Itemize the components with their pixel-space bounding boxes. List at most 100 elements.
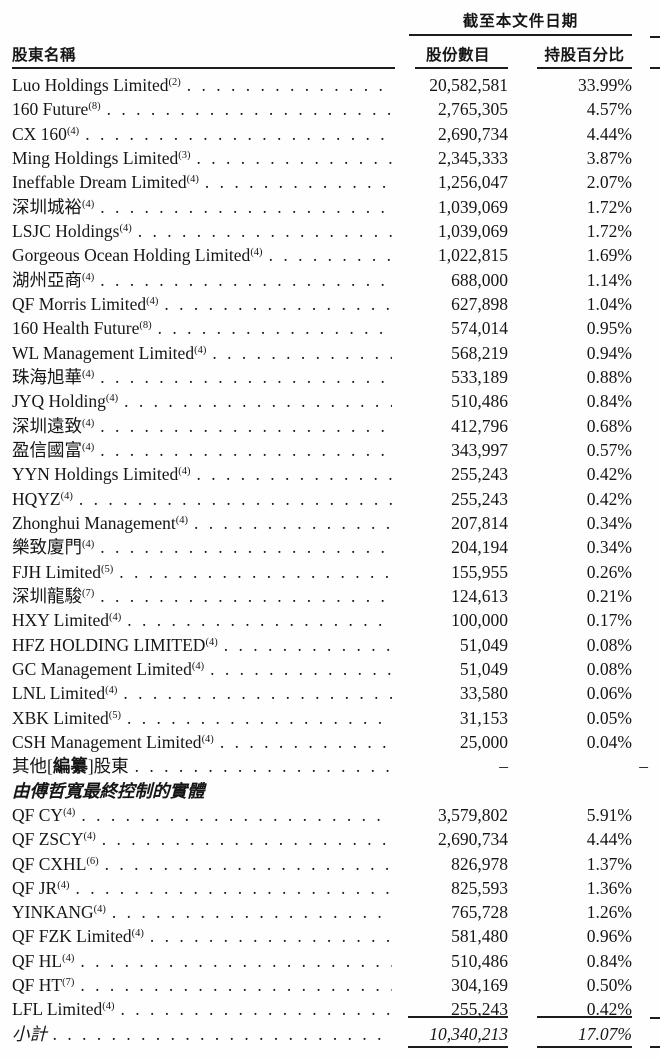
shareholder-name: Gorgeous Ocean Holding Limited(4) [12,245,263,266]
shareholder-name-cell: LNL Limited(4) [12,681,395,705]
dot-leader [100,414,392,438]
footnote-reference: (4) [102,1001,115,1013]
percentage-value-cell: 0.42% [586,488,632,509]
table-row: QF HT(7) 304,169 0.50% [12,973,632,997]
percentage-value-cell: 1.26% [586,902,632,923]
percentage-value-cell: 17.07% [578,1023,632,1044]
percentage-value-cell: 1.72% [586,196,632,217]
percentage-value-cell: 0.42% [586,464,632,485]
shares-value-cell: 100,000 [451,610,508,631]
shareholder-name-cell: 深圳遠致(4) [12,414,395,438]
table-row: QF JR(4) 825,593 1.36% [12,876,632,900]
table-row: LSJC Holdings(4) 1,039,069 1.72% [12,219,632,243]
footnote-reference: (7) [62,977,75,989]
shares-value-cell: 255,243 [451,464,508,485]
column-header-shareholding-percentage: 持股百分比 [544,47,625,64]
shareholder-name-cell: QF HT(7) [12,973,395,997]
footnote-reference: (5) [108,709,121,721]
percentage-value-cell: 0.68% [586,415,632,436]
shareholder-name-cell: 160 Health Future(8) [12,316,395,340]
name-segment: ]股東 [87,756,129,777]
table-row: WL Management Limited(4) 568,219 0.94% [12,341,632,365]
shareholder-name-cell: CSH Management Limited(4) [12,730,395,754]
dot-leader [197,146,393,170]
percentage-value-cell: 0.34% [586,512,632,533]
shares-value-cell: 2,345,333 [438,147,508,168]
shareholder-name: 樂致廈門(4) [12,537,95,558]
dot-leader [127,706,392,730]
table-row: YINKANG(4) 765,728 1.26% [12,900,632,924]
shareholder-name: 深圳城裕(4) [12,196,95,217]
table-row: HQYZ(4) 255,243 0.42% [12,487,632,511]
shares-value-cell: 207,814 [451,512,508,533]
shareholder-name-cell: 小計 [12,1022,395,1046]
shareholder-name-cell: QF JR(4) [12,876,395,900]
shareholder-name: Ming Holdings Limited(3) [12,147,191,168]
shareholder-name-cell: QF HL(4) [12,949,395,973]
dot-leader [100,584,392,608]
shareholder-name: HFZ HOLDING LIMITED(4) [12,634,218,655]
shareholder-name-cell: LFL Limited(4) [12,997,395,1021]
shares-value-cell: 581,480 [451,926,508,947]
shareholder-name: 由傅哲寬最終控制的實體 [12,780,205,801]
shareholder-name: 深圳遠致(4) [12,415,95,436]
subtotal-row: 小計 10,340,213 17.07% [12,1022,632,1046]
shareholder-name: GC Management Limited(4) [12,658,205,679]
dot-leader [212,341,392,365]
percentage-value-cell: 2.07% [586,172,632,193]
table-row: 160 Future(8) 2,765,305 4.57% [12,97,632,121]
table-body: Luo Holdings Limited(2)20,582,58133.99%1… [12,73,648,1046]
shares-value-cell: 1,022,815 [438,245,508,266]
footnote-reference: (5) [100,563,114,575]
shareholder-name: HQYZ(4) [12,488,73,509]
shareholder-name-cell: Gorgeous Ocean Holding Limited(4) [12,243,395,267]
table-row: GC Management Limited(4) 51,049 0.08% [12,657,632,681]
name-column-underline [12,67,395,69]
dot-leader [158,316,392,340]
section-header-row: 由傅哲寬最終控制的實體 [12,779,632,803]
footnote-reference: (4) [201,733,214,745]
table-row: 深圳城裕(4) 1,039,069 1.72% [12,195,632,219]
footnote-reference: (4) [250,247,263,259]
dot-leader [75,876,392,900]
shareholder-name: QF CXHL(6) [12,853,99,874]
shareholder-name: YYN Holdings Limited(4) [12,464,191,485]
footnote-reference: (4) [62,952,75,964]
shareholder-name: HXY Limited(4) [12,610,122,631]
shares-value-cell: 155,955 [451,561,508,582]
percentage-value-cell: 0.84% [586,391,632,412]
shareholder-name: 珠海旭華(4) [12,366,95,387]
footnote-reference: (4) [82,441,95,453]
percentage-value-cell: 0.26% [586,561,632,582]
column-header-number-of-shares: 股份數目 [425,47,490,64]
shareholder-name: YINKANG(4) [12,902,106,923]
footnote-reference: (4) [131,928,144,940]
shares-value-cell: 627,898 [451,293,508,314]
dot-leader [100,365,392,389]
cropped-adjacent-column-rule-fragment [650,1046,660,1048]
shares-value-cell: – [499,756,508,777]
table-row: CX 160(4) 2,690,734 4.44% [12,122,632,146]
footnote-reference: (4) [82,198,95,210]
shares-value-cell: 510,486 [451,391,508,412]
table-row: HXY Limited(4) 100,000 0.17% [12,608,632,632]
dot-leader [80,973,392,997]
cropped-adjacent-column-rule-fragment [650,36,660,38]
footnote-reference: (8) [139,320,152,332]
shareholder-name: WL Management Limited(4) [12,342,207,363]
shares-value-cell: 124,613 [451,585,508,606]
shareholder-name: 160 Future(8) [12,99,101,120]
shares-value-cell: 10,340,213 [429,1023,508,1044]
footnote-reference: (4) [146,295,159,307]
shareholder-name-cell: HFZ HOLDING LIMITED(4) [12,633,395,657]
shareholder-name: LFL Limited(4) [12,999,115,1020]
shares-value-cell: 533,189 [451,366,508,387]
shareholder-name: Luo Holdings Limited(2) [12,75,181,95]
shareholder-name-cell: YYN Holdings Limited(4) [12,462,395,486]
table-row: 樂致廈門(4) 204,194 0.34% [12,535,632,559]
shareholder-name: Ineffable Dream Limited(4) [12,172,199,193]
percentage-value-cell: 5.91% [586,804,632,825]
table-row: 盈信國富(4) 343,997 0.57% [12,438,632,462]
table-row: Ineffable Dream Limited(4) 1,256,047 2.07% [12,170,632,194]
